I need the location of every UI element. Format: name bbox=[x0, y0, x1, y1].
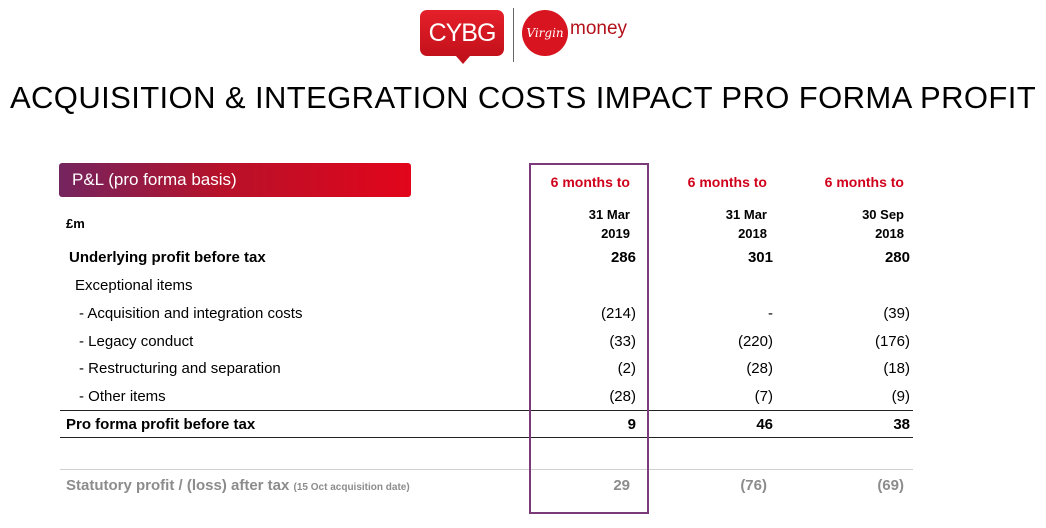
row-label-pro-forma: Pro forma profit before tax bbox=[66, 416, 256, 433]
row-value: (220) bbox=[737, 333, 773, 350]
row-label-legacy: - Legacy conduct bbox=[79, 333, 194, 350]
statutory-label: Statutory profit / (loss) after tax bbox=[66, 477, 290, 494]
row-value: (28) bbox=[609, 388, 636, 405]
row-value: 301 bbox=[747, 249, 773, 266]
column-date-3-day: 30 Sep bbox=[862, 207, 904, 222]
row-label-exceptional: Exceptional items bbox=[75, 277, 193, 294]
row-value: 9 bbox=[627, 416, 636, 433]
row-label-underlying: Underlying profit before tax bbox=[69, 249, 266, 266]
column-date-2-day: 31 Mar bbox=[725, 207, 767, 222]
table-rule-top bbox=[60, 410, 913, 411]
row-value: 38 bbox=[893, 416, 910, 433]
row-label-other: - Other items bbox=[79, 388, 166, 405]
virgin-logo: Virgin bbox=[522, 10, 568, 56]
logos: CYBG Virgin money bbox=[420, 6, 640, 64]
logo-divider bbox=[513, 8, 514, 62]
column-date-3: 30 Sep 2018 bbox=[814, 205, 904, 243]
money-logo-text: money bbox=[570, 18, 628, 39]
row-value: (76) bbox=[740, 477, 767, 494]
column-date-1: 31 Mar 2019 bbox=[540, 205, 630, 243]
row-label-acquisition: - Acquisition and integration costs bbox=[79, 305, 303, 322]
column-date-1-day: 31 Mar bbox=[588, 207, 630, 222]
table-rule-bottom bbox=[60, 437, 913, 438]
statutory-note: (15 Oct acquisition date) bbox=[293, 482, 410, 493]
row-value: (69) bbox=[877, 477, 904, 494]
row-value: (33) bbox=[609, 333, 636, 350]
column-date-2-year: 2018 bbox=[738, 226, 767, 241]
row-label-statutory: Statutory profit / (loss) after tax (15 … bbox=[66, 477, 410, 494]
row-label-restructuring: - Restructuring and separation bbox=[79, 360, 281, 377]
row-value: (39) bbox=[883, 305, 910, 322]
section-label: P&L (pro forma basis) bbox=[59, 163, 411, 197]
row-value: 280 bbox=[884, 249, 910, 266]
row-value: (7) bbox=[754, 388, 773, 405]
unit-label: £m bbox=[66, 216, 85, 231]
table-rule-light bbox=[60, 469, 913, 470]
row-value: 286 bbox=[610, 249, 636, 266]
row-value: - bbox=[768, 305, 773, 322]
column-header-3: 6 months to bbox=[824, 174, 904, 190]
row-value: (2) bbox=[617, 360, 636, 377]
column-date-1-year: 2019 bbox=[601, 226, 630, 241]
row-value: 29 bbox=[613, 477, 630, 494]
row-value: (28) bbox=[746, 360, 773, 377]
cybg-logo: CYBG bbox=[420, 10, 504, 64]
row-value: 46 bbox=[756, 416, 773, 433]
column-date-3-year: 2018 bbox=[875, 226, 904, 241]
column-header-1: 6 months to bbox=[550, 174, 630, 190]
page-title: ACQUISITION & INTEGRATION COSTS IMPACT P… bbox=[9, 80, 1037, 115]
row-value: (176) bbox=[874, 333, 910, 350]
row-value: (9) bbox=[891, 388, 910, 405]
current-period-highlight bbox=[529, 163, 649, 514]
row-value: (214) bbox=[600, 305, 636, 322]
column-date-2: 31 Mar 2018 bbox=[677, 205, 767, 243]
row-value: (18) bbox=[883, 360, 910, 377]
column-header-2: 6 months to bbox=[687, 174, 767, 190]
